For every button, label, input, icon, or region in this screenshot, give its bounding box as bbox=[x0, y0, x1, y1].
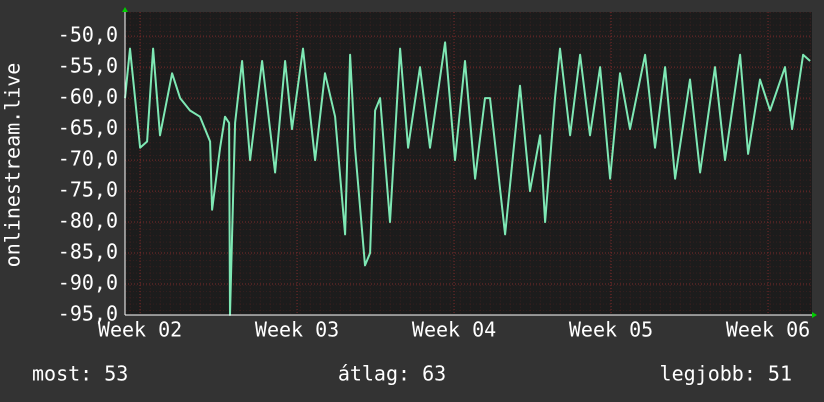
minor-grid bbox=[125, 12, 812, 315]
y-arrow bbox=[122, 7, 128, 12]
x-arrow bbox=[812, 312, 817, 318]
footer-best: legjobb: 51 bbox=[660, 362, 792, 386]
y-tick-label: -85,0 bbox=[58, 240, 118, 264]
y-tick-label: -75,0 bbox=[58, 178, 118, 202]
x-tick-label: Week 03 bbox=[255, 318, 339, 342]
footer-average: átlag: 63 bbox=[338, 362, 446, 386]
y-tick-label: -60,0 bbox=[58, 85, 118, 109]
x-tick-label: Week 02 bbox=[98, 318, 182, 342]
footer-current: most: 53 bbox=[32, 362, 128, 386]
x-tick-label: Week 04 bbox=[412, 318, 496, 342]
series-line bbox=[124, 41, 811, 316]
y-tick-label: -50,0 bbox=[58, 23, 118, 47]
y-axis-title: onlinestream.live bbox=[1, 63, 25, 268]
x-tick-label: Week 06 bbox=[726, 318, 810, 342]
x-tick-label: Week 05 bbox=[569, 318, 653, 342]
y-tick-label: -65,0 bbox=[58, 116, 118, 140]
y-tick-label: -70,0 bbox=[58, 147, 118, 171]
y-tick-label: -95,0 bbox=[58, 302, 118, 326]
y-tick-label: -55,0 bbox=[58, 54, 118, 78]
y-tick-label: -90,0 bbox=[58, 271, 118, 295]
y-tick-label: -80,0 bbox=[58, 209, 118, 233]
marks bbox=[124, 41, 811, 316]
